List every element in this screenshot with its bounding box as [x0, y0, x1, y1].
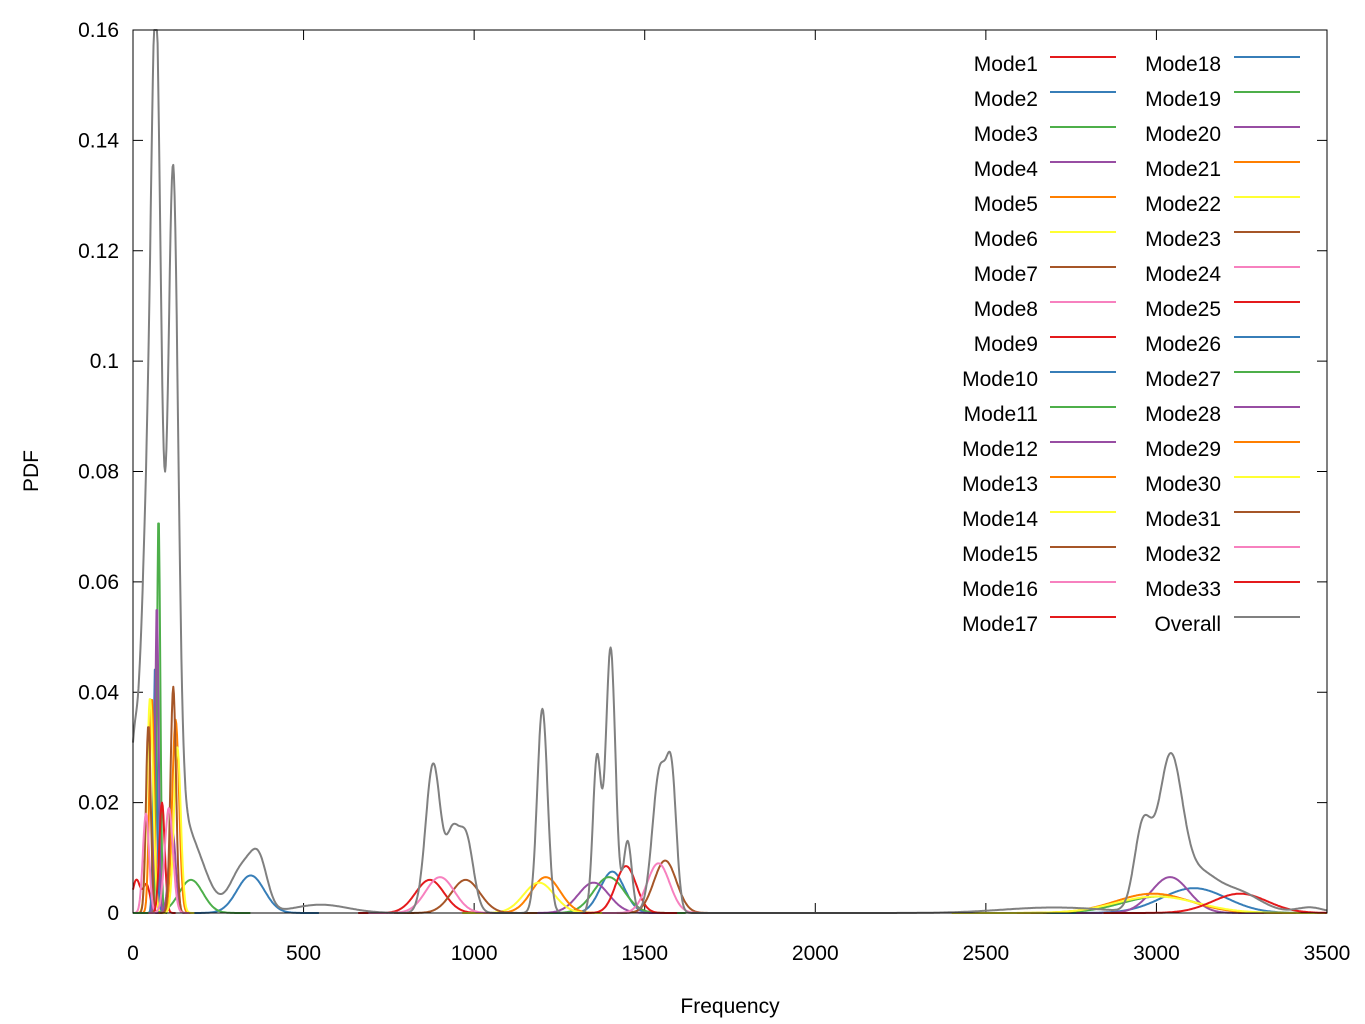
- x-axis-label: Frequency: [680, 995, 780, 1018]
- legend-label: Mode9: [974, 333, 1038, 356]
- y-tick-label: 0.14: [78, 129, 119, 152]
- legend-label: Mode16: [962, 578, 1038, 601]
- x-tick-label: 1000: [451, 942, 498, 965]
- x-tick-label: 1500: [621, 942, 668, 965]
- legend: Mode1 Mode2 Mode3 Mode4 Mode5 Mode6 Mode7 Mode8…: [962, 53, 1300, 636]
- legend-label: Mode15: [962, 543, 1038, 566]
- legend-label: Mode26: [1145, 333, 1221, 356]
- legend-label: Mode1: [974, 53, 1038, 76]
- legend-label: Mode12: [962, 438, 1038, 461]
- legend-label: Mode31: [1145, 508, 1221, 531]
- plot-frame: [132, 29, 1328, 914]
- legend-label: Mode24: [1145, 263, 1221, 286]
- legend-label: Mode8: [974, 298, 1038, 321]
- legend-label: Mode33: [1145, 578, 1221, 601]
- legend-label: Mode13: [962, 473, 1038, 496]
- y-axis-label: PDF: [20, 450, 43, 492]
- x-tick-label: 2500: [962, 942, 1009, 965]
- x-tick-label: 2000: [792, 942, 839, 965]
- y-tick-label: 0: [107, 902, 119, 925]
- legend-label: Mode30: [1145, 473, 1221, 496]
- legend-label: Mode19: [1145, 88, 1221, 111]
- legend-label: Mode28: [1145, 403, 1221, 426]
- y-tick-label: 0.1: [90, 350, 119, 373]
- legend-label: Mode27: [1145, 368, 1221, 391]
- x-tick-label: 3000: [1133, 942, 1180, 965]
- x-tick-label: 0: [127, 942, 139, 965]
- legend-label: Mode21: [1145, 158, 1221, 181]
- legend-label: Mode20: [1145, 123, 1221, 146]
- legend-label: Mode5: [974, 193, 1038, 216]
- y-tick-label: 0.08: [78, 461, 119, 484]
- legend-label: Mode2: [974, 88, 1038, 111]
- legend-label: Mode14: [962, 508, 1038, 531]
- legend-label: Mode10: [962, 368, 1038, 391]
- y-tick-label: 0.04: [78, 681, 119, 704]
- legend-label: Mode25: [1145, 298, 1221, 321]
- x-tick-label: 3500: [1304, 942, 1351, 965]
- legend-label: Mode23: [1145, 228, 1221, 251]
- y-tick-label: 0.02: [78, 792, 119, 815]
- tick-labels: 0 500 1000 1500 2000 2500 3000 3500 0 0.02 0.04 0.0…: [78, 19, 1350, 965]
- y-tick-label: 0.06: [78, 571, 119, 594]
- legend-label: Mode3: [974, 123, 1038, 146]
- legend-label: Mode22: [1145, 193, 1221, 216]
- legend-label: Mode4: [974, 158, 1039, 181]
- legend-label: Mode32: [1145, 543, 1221, 566]
- x-tick-label: 500: [286, 942, 321, 965]
- legend-label: Mode18: [1145, 53, 1221, 76]
- legend-label: Mode11: [964, 403, 1038, 426]
- y-tick-label: 0.16: [78, 19, 119, 42]
- legend-label: Mode7: [974, 263, 1038, 286]
- y-tick-label: 0.12: [78, 240, 119, 263]
- legend-label: Mode6: [974, 228, 1038, 251]
- legend-label: Mode29: [1145, 438, 1221, 461]
- legend-label: Mode17: [962, 613, 1038, 636]
- legend-label: Overall: [1154, 613, 1221, 636]
